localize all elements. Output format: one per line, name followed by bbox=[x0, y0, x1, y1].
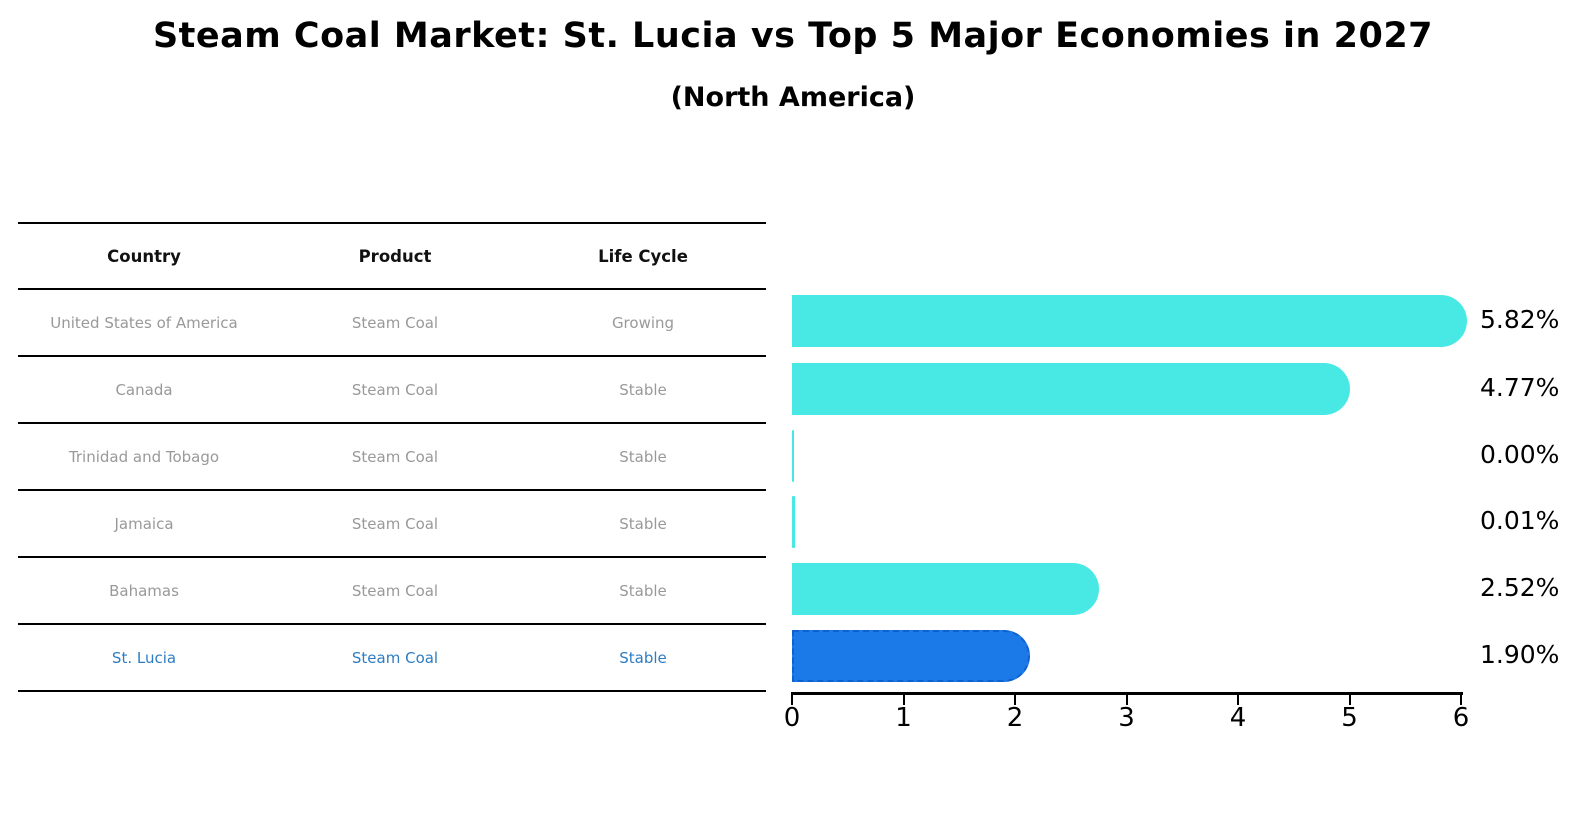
table-header-product: Product bbox=[358, 246, 432, 266]
bar-value-label: 5.82% bbox=[1480, 305, 1560, 334]
table-row: Jamaica Steam Coal Stable bbox=[18, 491, 766, 558]
x-axis-tick-label: 5 bbox=[1341, 703, 1358, 733]
bar-value-label: 0.00% bbox=[1480, 440, 1560, 469]
table-cell-life_cycle: Stable bbox=[619, 380, 667, 399]
bar-value-label: 0.01% bbox=[1480, 506, 1560, 535]
table-row: Canada Steam Coal Stable bbox=[18, 357, 766, 424]
x-axis-line bbox=[791, 692, 1463, 695]
table-cell-life_cycle: Growing bbox=[611, 313, 675, 332]
table-cell-country: Trinidad and Tobago bbox=[68, 447, 220, 466]
x-axis-tick-mark bbox=[1014, 695, 1016, 705]
x-axis-tick-label: 6 bbox=[1452, 703, 1470, 733]
table-cell-country: St. Lucia bbox=[111, 648, 177, 667]
x-axis-tick-label: 0 bbox=[783, 703, 801, 733]
x-axis-tick-label: 4 bbox=[1229, 703, 1247, 733]
table-row: Trinidad and Tobago Steam Coal Stable bbox=[18, 424, 766, 491]
table-row: United States of America Steam Coal Growin… bbox=[18, 290, 766, 357]
table-header-row: Country Product Life Cycle bbox=[18, 224, 766, 290]
table-row: Bahamas Steam Coal Stable bbox=[18, 558, 766, 625]
table-cell-product: Steam Coal bbox=[351, 380, 439, 399]
x-axis-tick-mark bbox=[1125, 695, 1128, 705]
table-cell-country: Canada bbox=[115, 380, 173, 399]
bar-value-label: 4.77% bbox=[1480, 373, 1560, 402]
table-cell-life_cycle: Stable bbox=[619, 581, 667, 600]
table-cell-product: Steam Coal bbox=[351, 514, 439, 533]
table-cell-country: Bahamas bbox=[109, 581, 179, 600]
table-cell-product: Steam Coal bbox=[351, 648, 439, 667]
table-cell-life_cycle: Stable bbox=[619, 648, 667, 667]
chart-subtitle: (North America) bbox=[670, 82, 916, 113]
x-axis-tick-mark bbox=[1237, 695, 1239, 705]
x-axis-tick-label: 2 bbox=[1006, 703, 1024, 733]
table-cell-country: Jamaica bbox=[114, 514, 174, 533]
x-axis-tick-label: 3 bbox=[1118, 703, 1135, 733]
bar-value-label: 1.90% bbox=[1480, 640, 1560, 669]
table-cell-life_cycle: Stable bbox=[619, 447, 667, 466]
bar bbox=[792, 563, 1099, 615]
table-cell-product: Steam Coal bbox=[351, 447, 439, 466]
country-table: Country Product Life Cycle United States… bbox=[18, 222, 766, 692]
table-row: St. Lucia Steam Coal Stable bbox=[18, 625, 766, 692]
bar bbox=[792, 496, 795, 548]
table-cell-product: Steam Coal bbox=[351, 313, 439, 332]
x-axis-tick-mark bbox=[791, 695, 793, 705]
bar bbox=[792, 363, 1350, 415]
table-body: United States of America Steam Coal Growin… bbox=[18, 290, 766, 692]
x-axis-tick-mark bbox=[902, 695, 905, 705]
table-cell-product: Steam Coal bbox=[351, 581, 439, 600]
chart-title: Steam Coal Market: St. Lucia vs Top 5 Ma… bbox=[152, 16, 1434, 56]
table-header-country: Country bbox=[107, 246, 181, 266]
bar bbox=[792, 295, 1467, 347]
bar-highlighted bbox=[792, 630, 1030, 682]
x-axis-tick-mark bbox=[1460, 695, 1462, 705]
table-header-life-cycle: Life Cycle bbox=[598, 246, 688, 266]
table-cell-country: United States of America bbox=[50, 313, 238, 332]
table-cell-life_cycle: Stable bbox=[619, 514, 667, 533]
x-axis-tick-label: 1 bbox=[895, 703, 912, 733]
x-axis-tick-mark bbox=[1348, 695, 1351, 705]
bar bbox=[792, 430, 794, 482]
bar-value-label: 2.52% bbox=[1480, 573, 1560, 602]
